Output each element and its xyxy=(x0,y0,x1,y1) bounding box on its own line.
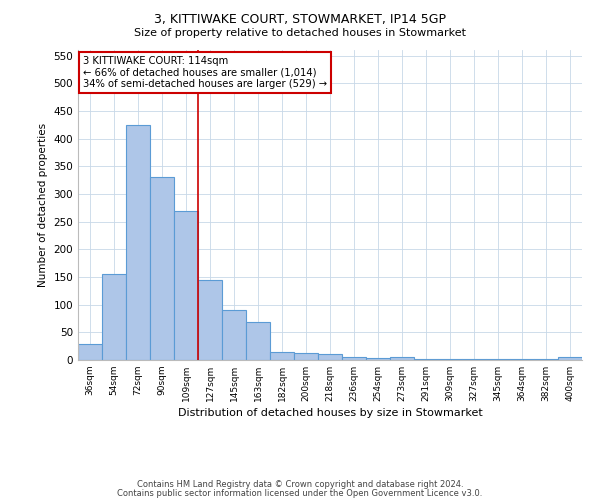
Bar xyxy=(342,357,366,360)
Text: Contains public sector information licensed under the Open Government Licence v3: Contains public sector information licen… xyxy=(118,488,482,498)
Bar xyxy=(558,357,582,360)
Bar xyxy=(102,274,126,360)
Text: 3, KITTIWAKE COURT, STOWMARKET, IP14 5GP: 3, KITTIWAKE COURT, STOWMARKET, IP14 5GP xyxy=(154,12,446,26)
Text: Contains HM Land Registry data © Crown copyright and database right 2024.: Contains HM Land Registry data © Crown c… xyxy=(137,480,463,489)
Text: 3 KITTIWAKE COURT: 114sqm
← 66% of detached houses are smaller (1,014)
34% of se: 3 KITTIWAKE COURT: 114sqm ← 66% of detac… xyxy=(83,56,327,90)
Bar xyxy=(390,357,414,360)
Bar xyxy=(222,310,246,360)
Bar xyxy=(270,352,294,360)
X-axis label: Distribution of detached houses by size in Stowmarket: Distribution of detached houses by size … xyxy=(178,408,482,418)
Bar xyxy=(174,210,198,360)
Bar xyxy=(78,344,102,360)
Bar xyxy=(150,178,174,360)
Bar xyxy=(294,354,318,360)
Bar xyxy=(366,358,390,360)
Bar xyxy=(246,322,270,360)
Y-axis label: Number of detached properties: Number of detached properties xyxy=(38,123,48,287)
Bar xyxy=(126,124,150,360)
Bar xyxy=(318,354,342,360)
Bar xyxy=(198,280,222,360)
Bar xyxy=(414,359,438,360)
Text: Size of property relative to detached houses in Stowmarket: Size of property relative to detached ho… xyxy=(134,28,466,38)
